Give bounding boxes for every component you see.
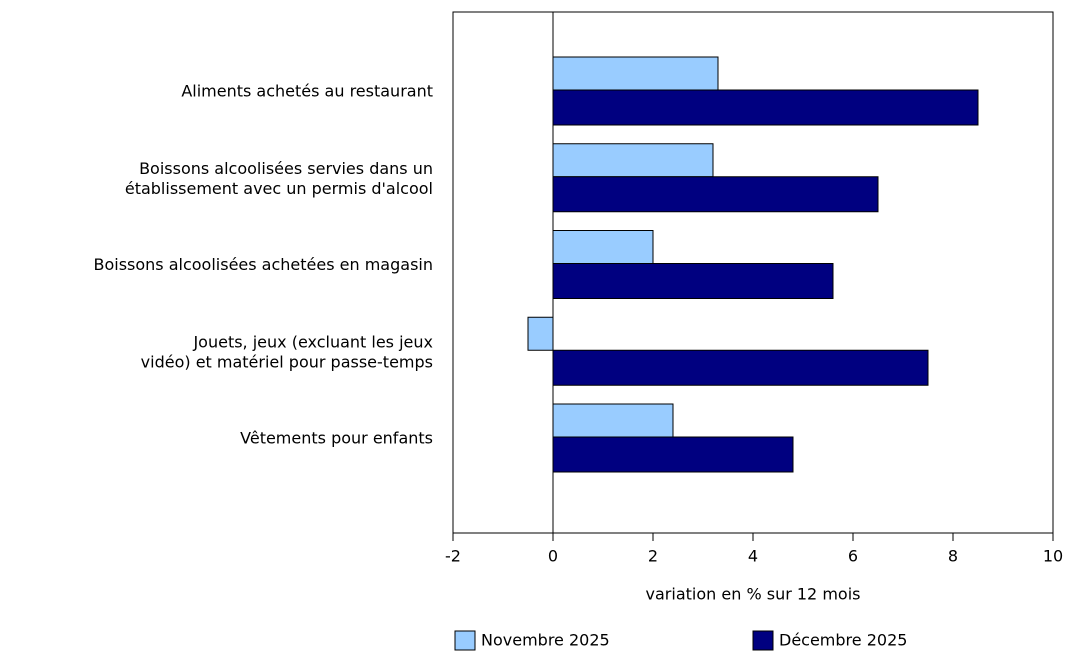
bar: [552, 230, 654, 264]
bar: [552, 143, 714, 178]
bar: [527, 316, 554, 351]
legend-swatch: [454, 630, 476, 651]
y-tick-label: Vêtements pour enfants: [240, 429, 433, 448]
x-tick-label: 8: [948, 547, 958, 566]
x-tick-label: 6: [848, 547, 858, 566]
bar: [552, 403, 674, 438]
y-tick-label: Boissons alcoolisées achetées en magasin: [93, 255, 433, 274]
bar: [552, 56, 719, 91]
x-axis-label: variation en % sur 12 mois: [646, 585, 861, 604]
x-tick-label: 0: [548, 547, 558, 566]
legend-label: Novembre 2025: [481, 631, 610, 650]
y-tick-label: Boissons alcoolisées servies dans un étab…: [125, 158, 433, 197]
legend-swatch: [752, 630, 774, 651]
x-tick-label: 2: [648, 547, 658, 566]
y-tick-label: Aliments achetés au restaurant: [181, 82, 433, 101]
bar: [552, 89, 979, 126]
legend-label: Décembre 2025: [779, 631, 907, 650]
x-tick-label: -2: [445, 547, 461, 566]
y-tick-label: Jouets, jeux (excluant les jeux vidéo) et…: [141, 332, 433, 371]
bar: [552, 263, 834, 299]
bar: [552, 176, 879, 213]
x-tick-label: 10: [1043, 547, 1063, 566]
bar: [552, 436, 794, 473]
bar: [552, 349, 929, 386]
x-tick-label: 4: [748, 547, 758, 566]
